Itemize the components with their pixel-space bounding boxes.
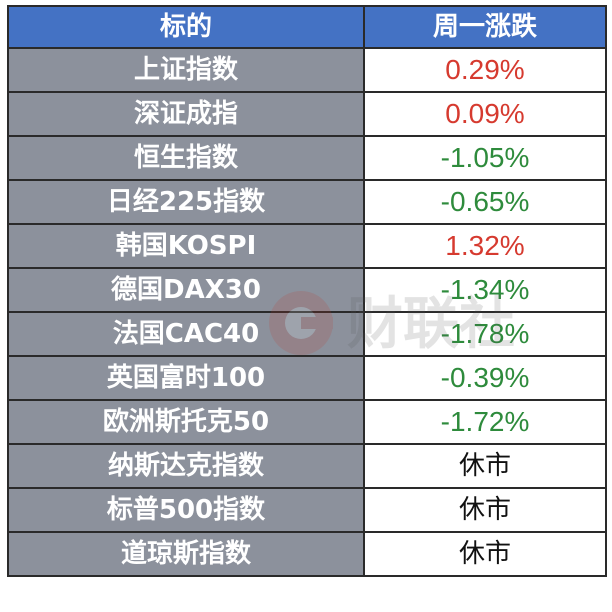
index-change: -1.05% [363,135,607,181]
index-change: 0.29% [363,47,607,93]
index-change: 0.09% [363,91,607,137]
index-name: 韩国KOSPI [7,223,365,269]
table-row: 韩国KOSPI 1.32% [7,223,607,269]
index-change-table: 标的 周一涨跌 上证指数 0.29% 深证成指 0.09% 恒生指数 -1.05… [7,5,607,577]
table-row: 道琼斯指数 休市 [7,531,607,577]
index-change: -1.34% [363,267,607,313]
index-name: 道琼斯指数 [7,531,365,577]
table-header-row: 标的 周一涨跌 [7,5,607,49]
table-row: 深证成指 0.09% [7,91,607,137]
header-monday-change: 周一涨跌 [363,5,607,49]
index-change: 1.32% [363,223,607,269]
table-row: 欧洲斯托克50 -1.72% [7,399,607,445]
index-name: 上证指数 [7,47,365,93]
table-row: 英国富时100 -0.39% [7,355,607,401]
table-row: 法国CAC40 -1.78% [7,311,607,357]
table-row: 日经225指数 -0.65% [7,179,607,225]
index-name: 法国CAC40 [7,311,365,357]
index-change: -1.78% [363,311,607,357]
index-name: 德国DAX30 [7,267,365,313]
index-change: 休市 [363,487,607,533]
index-name: 纳斯达克指数 [7,443,365,489]
index-name: 日经225指数 [7,179,365,225]
table-row: 标普500指数 休市 [7,487,607,533]
index-change: 休市 [363,443,607,489]
index-change: -0.65% [363,179,607,225]
table-row: 上证指数 0.29% [7,47,607,93]
index-change: -1.72% [363,399,607,445]
table-row: 纳斯达克指数 休市 [7,443,607,489]
index-name: 恒生指数 [7,135,365,181]
header-instrument: 标的 [7,5,365,49]
index-name: 标普500指数 [7,487,365,533]
index-change: -0.39% [363,355,607,401]
index-name: 欧洲斯托克50 [7,399,365,445]
index-change: 休市 [363,531,607,577]
index-table-container: 标的 周一涨跌 上证指数 0.29% 深证成指 0.09% 恒生指数 -1.05… [7,5,607,577]
index-name: 深证成指 [7,91,365,137]
table-row: 恒生指数 -1.05% [7,135,607,181]
table-row: 德国DAX30 -1.34% [7,267,607,313]
index-name: 英国富时100 [7,355,365,401]
